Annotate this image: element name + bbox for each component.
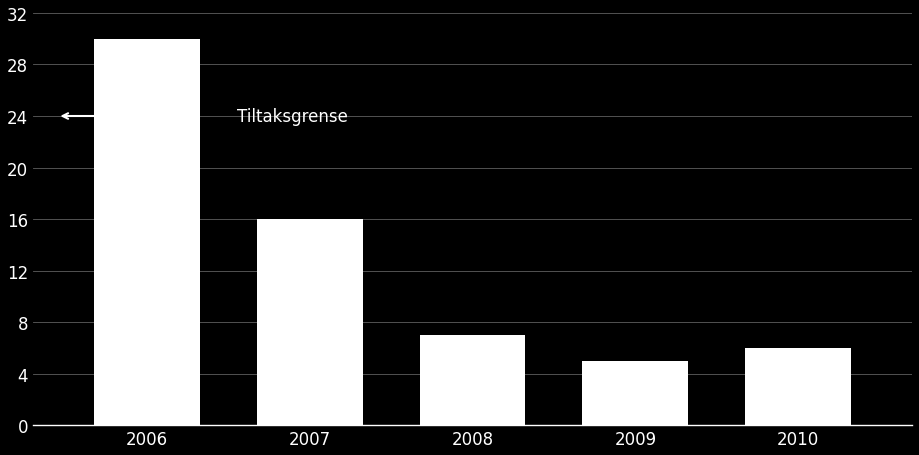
Bar (420, 335, 526, 425)
Text: Tiltaksgrense: Tiltaksgrense (236, 108, 347, 126)
Bar (745, 348, 851, 425)
Bar (257, 220, 363, 425)
Bar (94, 40, 200, 425)
Bar (583, 361, 688, 425)
